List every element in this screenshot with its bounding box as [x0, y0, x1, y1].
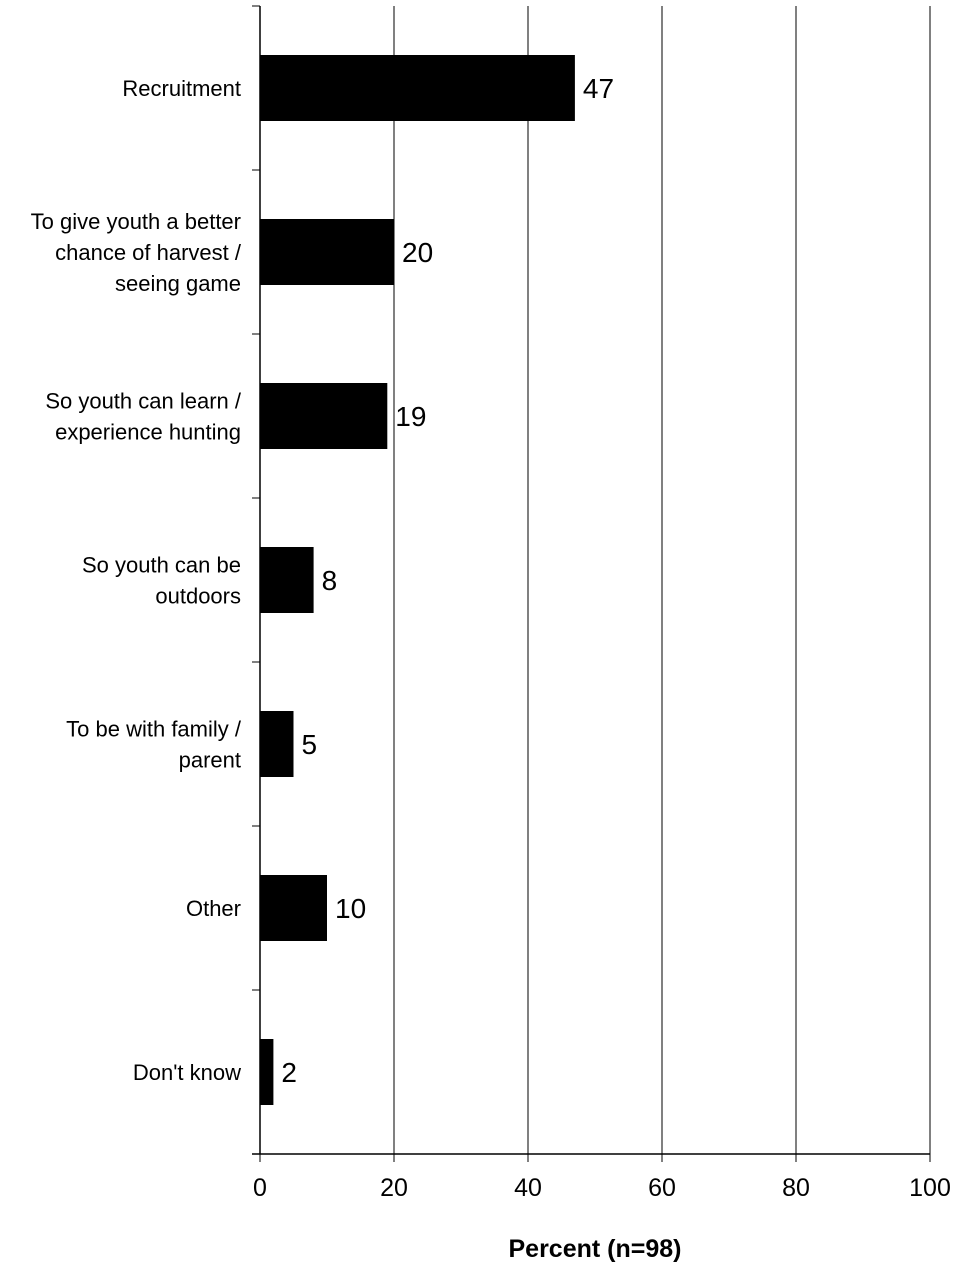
axes	[252, 5, 931, 1162]
category-label-line: Other	[186, 896, 241, 921]
category-label-line: parent	[179, 748, 241, 773]
category-label: Recruitment	[122, 76, 241, 101]
x-tick-label: 80	[782, 1174, 810, 1202]
x-tick-labels: 0 20 40 60 80 100	[253, 1174, 951, 1202]
category-label: So youth can be outdoors	[82, 553, 241, 609]
bar	[260, 383, 388, 449]
category-label-line: Recruitment	[122, 76, 241, 101]
x-tick-label: 20	[380, 1174, 408, 1202]
bar	[260, 219, 394, 285]
data-label: 20	[402, 237, 433, 268]
category-labels: Recruitment To give youth a better chance …	[31, 76, 242, 1085]
data-label: 47	[583, 73, 614, 104]
x-axis-title: Percent (n=98)	[509, 1235, 682, 1263]
bar	[260, 875, 327, 941]
category-label: Other	[186, 896, 241, 921]
category-label: To give youth a better chance of harvest …	[31, 209, 242, 296]
data-label: 5	[302, 729, 318, 760]
category-label: To be with family / parent	[66, 717, 242, 773]
bar	[260, 55, 575, 121]
category-label: Don't know	[133, 1060, 241, 1085]
x-tick-label: 60	[648, 1174, 676, 1202]
category-label-line: outdoors	[155, 584, 241, 609]
x-tick-label: 100	[909, 1174, 951, 1202]
category-label-line: Don't know	[133, 1060, 241, 1085]
category-label-line: To be with family /	[66, 717, 242, 742]
category-label-line: To give youth a better	[31, 209, 241, 234]
bar	[260, 711, 294, 777]
category-label-line: So youth can learn /	[45, 389, 242, 414]
x-tick-label: 0	[253, 1174, 267, 1202]
x-tick-label: 40	[514, 1174, 542, 1202]
category-label-line: experience hunting	[55, 420, 241, 445]
value-labels: 47 20 19 8 5 10 2	[281, 73, 614, 1088]
category-label: So youth can learn / experience hunting	[45, 389, 242, 445]
bar	[260, 1039, 274, 1105]
bar	[260, 547, 314, 613]
category-label-line: seeing game	[115, 271, 241, 296]
category-label-line: chance of harvest /	[55, 240, 242, 265]
data-label: 8	[322, 565, 338, 596]
data-label: 19	[395, 401, 426, 432]
category-label-line: So youth can be	[82, 553, 241, 578]
data-label: 10	[335, 893, 366, 924]
bars	[260, 55, 575, 1105]
data-label: 2	[281, 1057, 297, 1088]
gridlines	[393, 6, 931, 1154]
